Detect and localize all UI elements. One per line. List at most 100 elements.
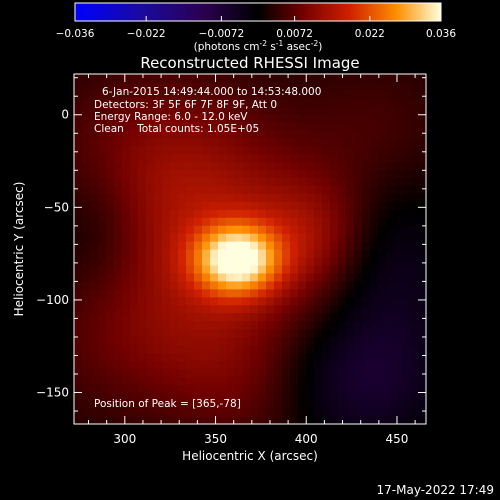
heatmap-cell bbox=[418, 312, 427, 322]
heatmap-cell bbox=[218, 185, 227, 194]
heatmap-cell bbox=[130, 416, 139, 425]
heatmap-cell bbox=[394, 408, 403, 417]
heatmap-cell bbox=[234, 256, 243, 266]
heatmap-cell bbox=[362, 129, 371, 139]
heatmap-cell bbox=[202, 368, 211, 377]
heatmap-cell bbox=[122, 193, 131, 202]
heatmap-cell bbox=[162, 177, 171, 186]
heatmap-cell bbox=[114, 137, 123, 147]
heatmap-cell bbox=[242, 416, 251, 425]
heatmap-cell bbox=[106, 169, 115, 178]
heatmap-cell bbox=[378, 105, 387, 115]
heatmap-cell bbox=[162, 408, 171, 417]
heatmap-cell bbox=[330, 392, 339, 401]
heatmap-cell bbox=[394, 352, 403, 361]
heatmap-cell bbox=[194, 153, 203, 163]
heatmap-cell bbox=[202, 129, 211, 139]
heatmap-cell bbox=[194, 360, 203, 369]
heatmap-cell bbox=[354, 225, 363, 234]
heatmap-cell bbox=[218, 344, 227, 353]
heatmap-cell bbox=[290, 408, 299, 417]
heatmap-cell bbox=[274, 97, 283, 107]
heatmap-cell bbox=[330, 113, 339, 123]
heatmap-cell bbox=[410, 280, 419, 290]
heatmap-cell bbox=[338, 193, 347, 202]
heatmap-cell bbox=[290, 360, 299, 369]
heatmap-cell bbox=[90, 376, 99, 385]
heatmap-cell bbox=[370, 153, 379, 163]
heatmap-cell bbox=[322, 280, 331, 290]
heatmap-cell bbox=[346, 249, 355, 258]
heatmap-cell bbox=[306, 400, 315, 409]
heatmap-cell bbox=[250, 264, 259, 274]
heatmap-cell bbox=[194, 81, 203, 91]
heatmap-cell bbox=[322, 74, 331, 83]
heatmap-cell bbox=[266, 352, 275, 361]
heatmap-cell bbox=[218, 113, 227, 123]
heatmap-cell bbox=[258, 288, 267, 298]
heatmap-cell bbox=[362, 169, 371, 178]
heatmap-cell bbox=[354, 344, 363, 353]
heatmap-cell bbox=[210, 105, 219, 115]
heatmap-cell bbox=[370, 241, 379, 250]
heatmap-cell bbox=[266, 296, 275, 306]
heatmap-cell bbox=[250, 161, 259, 171]
heatmap-cell bbox=[162, 352, 171, 361]
heatmap-cell bbox=[98, 81, 107, 91]
heatmap-cell bbox=[146, 185, 155, 194]
heatmap-cell bbox=[122, 249, 131, 258]
heatmap-cell bbox=[402, 241, 411, 250]
heatmap-cell bbox=[330, 193, 339, 202]
heatmap-cell bbox=[130, 113, 139, 123]
heatmap-cell bbox=[298, 272, 307, 282]
heatmap-cell bbox=[338, 368, 347, 377]
heatmap-cell bbox=[322, 241, 331, 250]
heatmap-cell bbox=[418, 74, 427, 83]
heatmap-cell bbox=[322, 320, 331, 330]
heatmap-cell bbox=[322, 296, 331, 306]
heatmap-cell bbox=[402, 161, 411, 171]
heatmap-cell bbox=[250, 129, 259, 139]
heatmap-cell bbox=[282, 137, 291, 147]
heatmap-cell bbox=[194, 400, 203, 409]
heatmap-cell bbox=[346, 328, 355, 338]
heatmap-cell bbox=[298, 408, 307, 417]
heatmap-cell bbox=[418, 121, 427, 131]
heatmap-cell bbox=[234, 416, 243, 425]
heatmap-cell bbox=[346, 280, 355, 290]
heatmap-cell bbox=[266, 233, 275, 242]
heatmap-cell bbox=[298, 113, 307, 123]
heatmap-cell bbox=[202, 304, 211, 314]
heatmap-cell bbox=[130, 169, 139, 178]
heatmap-cell bbox=[362, 384, 371, 393]
heatmap-cell bbox=[130, 256, 139, 266]
heatmap-cell bbox=[226, 81, 235, 91]
heatmap-cell bbox=[298, 352, 307, 361]
heatmap-cell bbox=[162, 288, 171, 298]
heatmap-cell bbox=[74, 376, 83, 385]
heatmap-cell bbox=[162, 272, 171, 282]
heatmap-cell bbox=[346, 312, 355, 322]
heatmap-cell bbox=[402, 121, 411, 131]
heatmap-cell bbox=[106, 241, 115, 250]
heatmap-cell bbox=[146, 272, 155, 282]
heatmap-cell bbox=[234, 161, 243, 171]
heatmap-cell bbox=[114, 209, 123, 218]
heatmap-cell bbox=[322, 376, 331, 385]
heatmap-cell bbox=[194, 217, 203, 226]
heatmap-cell bbox=[138, 384, 147, 393]
heatmap-cell bbox=[154, 81, 163, 91]
heatmap-cell bbox=[274, 233, 283, 242]
heatmap-cell bbox=[210, 264, 219, 274]
heatmap-cell bbox=[290, 288, 299, 298]
heatmap-cell bbox=[218, 360, 227, 369]
heatmap-cell bbox=[146, 81, 155, 91]
heatmap-cell bbox=[306, 145, 315, 155]
heatmap-cell bbox=[386, 376, 395, 385]
heatmap-cell bbox=[330, 256, 339, 266]
heatmap-cell bbox=[226, 161, 235, 171]
heatmap-cell bbox=[354, 400, 363, 409]
heatmap-cell bbox=[170, 161, 179, 171]
heatmap-cell bbox=[402, 392, 411, 401]
heatmap-cell bbox=[170, 280, 179, 290]
